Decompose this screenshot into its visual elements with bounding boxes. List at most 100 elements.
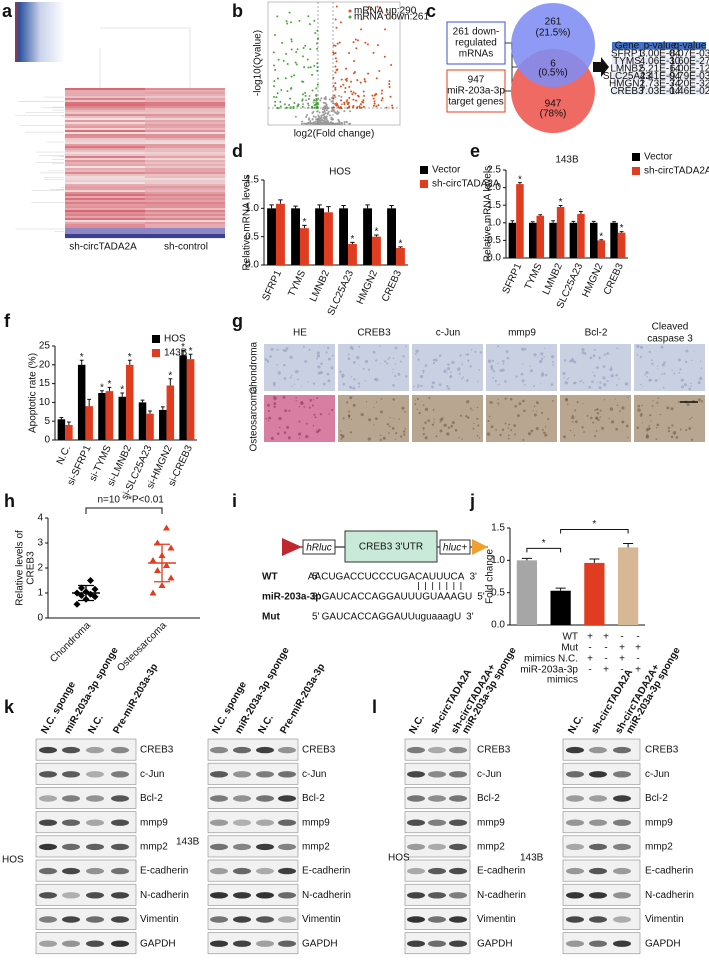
venn-label: (78%)	[540, 109, 567, 120]
volcano-dot	[304, 91, 307, 94]
ihc-texture	[552, 360, 554, 363]
table-cell: 1.46E-02	[670, 86, 709, 97]
volcano-dot	[350, 90, 353, 93]
blot-band	[613, 771, 631, 778]
blot-band	[256, 843, 274, 851]
significance: *	[518, 174, 522, 185]
ihc-texture	[648, 424, 650, 427]
y-tick-label: 4	[37, 513, 43, 524]
volcano-dot	[312, 101, 315, 104]
blot-strip	[35, 883, 137, 906]
heatmap-row	[145, 200, 225, 203]
blot-band	[589, 867, 607, 875]
ihc-texture	[649, 378, 652, 382]
volcano-dot	[290, 48, 293, 51]
ihc-texture	[303, 406, 306, 408]
ihc-texture	[492, 376, 495, 379]
heatmap-row	[65, 118, 145, 121]
legend-dot	[348, 15, 352, 19]
heatmap-row	[145, 166, 225, 169]
ihc-texture	[487, 359, 492, 364]
ihc-texture	[602, 376, 606, 380]
annotation: n=10	[97, 495, 120, 506]
ihc-texture	[592, 421, 595, 424]
construct-label: hRluc	[306, 543, 332, 554]
blot-strip	[35, 787, 137, 809]
blot-band	[62, 892, 80, 899]
ihc-texture	[348, 410, 350, 413]
volcano-dot	[325, 115, 328, 118]
volcano-dot	[372, 51, 375, 54]
y-tick-label: 2.5	[487, 165, 501, 176]
table-mark: +	[619, 654, 625, 665]
volcano-dot	[309, 122, 312, 125]
heatmap-row	[145, 234, 225, 237]
ihc-texture	[671, 369, 673, 372]
ihc-texture	[353, 378, 356, 381]
volcano-dot	[359, 103, 362, 106]
blot-band	[428, 940, 446, 947]
ihc-texture	[490, 425, 494, 429]
protein-label: mmp9	[302, 817, 330, 828]
table-mark: -	[604, 654, 607, 665]
volcano-dot	[290, 21, 293, 24]
ihc-texture	[298, 420, 301, 423]
ihc-texture	[499, 433, 502, 437]
panel-letter: b	[232, 1, 243, 21]
volcano-dot	[363, 78, 366, 81]
ihc-texture	[414, 403, 417, 406]
ihc-texture	[473, 422, 475, 425]
error-bar	[521, 557, 532, 561]
ihc-texture	[609, 367, 613, 372]
volcano-dot	[364, 41, 367, 44]
blot-strip	[562, 787, 641, 809]
heatmap-row	[145, 100, 225, 103]
ihc-texture	[670, 435, 674, 439]
column-label: sh-circTADA2A	[69, 242, 137, 253]
volcano-dot	[289, 106, 292, 109]
volcano-dot	[323, 116, 326, 119]
y-axis-label: Fold change	[485, 549, 496, 604]
data-point	[149, 589, 157, 596]
ihc-texture	[594, 409, 597, 412]
ihc-texture	[699, 360, 702, 363]
ihc-texture	[364, 360, 369, 364]
ihc-texture	[596, 382, 598, 384]
protein-label: E-cadherin	[477, 866, 525, 877]
volcano-dot	[330, 110, 333, 113]
blot-band	[278, 795, 296, 802]
heatmap-row	[65, 92, 145, 95]
heatmap-row	[65, 170, 145, 173]
ihc-texture	[376, 401, 378, 403]
heatmap-row	[145, 154, 225, 157]
volcano-dot	[324, 112, 327, 115]
ihc-texture	[379, 434, 382, 436]
heatmap-row	[65, 188, 145, 191]
volcano-dot	[334, 18, 337, 21]
blot-band	[62, 795, 80, 802]
ihc-texture	[533, 385, 536, 387]
ihc-texture	[319, 371, 323, 375]
ihc-texture	[576, 401, 579, 404]
ihc-texture	[289, 376, 292, 379]
volcano-dot	[362, 99, 365, 102]
ihc-texture	[524, 347, 527, 351]
ihc-texture	[544, 373, 548, 377]
ihc-texture	[530, 429, 534, 433]
ihc-texture	[465, 379, 469, 382]
sequence-end: 3'	[466, 612, 474, 623]
table-mark: -	[636, 654, 639, 665]
protein-label: N-cadherin	[645, 890, 694, 901]
bar	[339, 208, 348, 265]
protein-label: Bcl-2	[645, 793, 668, 804]
ihc-texture	[305, 434, 309, 439]
ihc-texture	[490, 367, 494, 371]
error-bar	[571, 220, 576, 223]
sequence: GAUCACCAGGAUU	[322, 592, 415, 603]
ihc-texture	[372, 350, 376, 354]
column-header: c-Jun	[436, 328, 460, 339]
protein-label: c-Jun	[140, 769, 164, 780]
ihc-texture	[418, 411, 421, 415]
volcano-dot	[297, 104, 300, 107]
volcano-dot	[345, 77, 348, 80]
